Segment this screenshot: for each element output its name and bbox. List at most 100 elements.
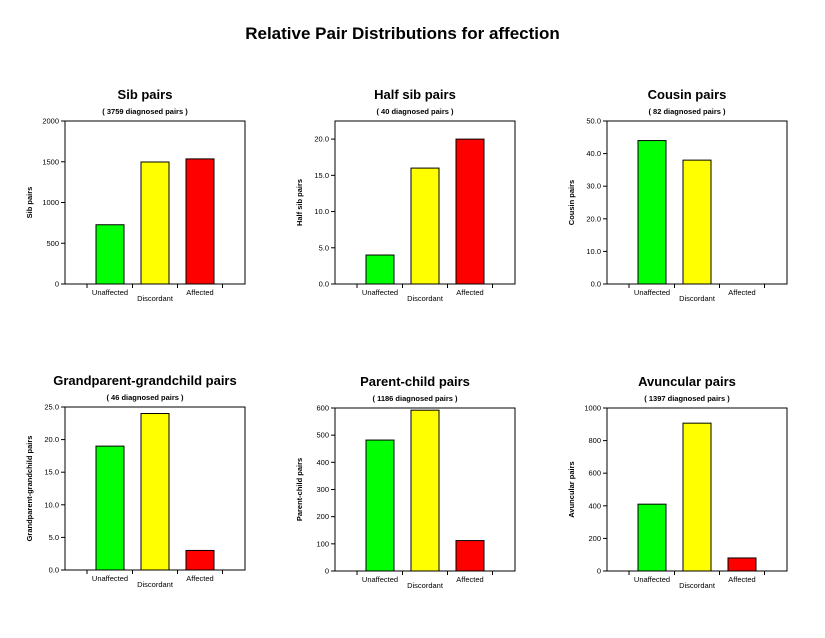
y-tick-label: 1000: [584, 404, 601, 413]
y-tick-label: 0.0: [49, 566, 59, 575]
y-tick-label: 1500: [42, 157, 59, 166]
chart-subtitle: ( 1186 diagnosed pairs ): [372, 394, 458, 403]
bar-chart: 0 200 400 600 800 1000 Unaffected Discordant Aff…: [567, 404, 788, 590]
bar-chart: 0.0 5.0 10.0 15.0 20.0 25.0 Unaffected Discorda…: [25, 403, 246, 589]
y-tick-label: 200: [588, 534, 601, 543]
y-axis-label: Cousin pairs: [567, 180, 576, 225]
y-tick-label: 1000: [42, 198, 59, 207]
y-axis-label: Half sib pairs: [295, 179, 304, 226]
chart-title: Grandparent-grandchild pairs: [53, 373, 237, 388]
chart-title: Half sib pairs: [374, 87, 456, 102]
bar-affected: [185, 549, 215, 571]
x-tick-label: Affected: [728, 575, 755, 584]
x-tick-label: Unaffected: [362, 288, 398, 297]
x-tick-label: Affected: [456, 575, 483, 584]
bar-chart: 0 500 1000 1500 2000 Unaffected Discordant Affe…: [25, 117, 246, 303]
y-axis-label: Grandparent-grandchild pairs: [25, 436, 34, 542]
y-tick-label: 100: [316, 539, 329, 548]
y-tick-label: 5.0: [319, 243, 329, 252]
x-tick-label: Unaffected: [634, 575, 670, 584]
y-tick-label: 20.0: [314, 135, 329, 144]
y-tick-label: 600: [588, 469, 601, 478]
chart-subtitle: ( 1397 diagnosed pairs ): [644, 394, 730, 403]
x-tick-label: Affected: [728, 288, 755, 297]
y-tick-label: 20.0: [44, 435, 59, 444]
bar-unaffected: [95, 445, 125, 571]
y-axis-label: Avuncular pairs: [567, 461, 576, 517]
y-tick-label: 0: [597, 567, 601, 576]
y-tick-label: 400: [588, 501, 601, 510]
bar-discordant: [140, 161, 170, 285]
y-tick-label: 5.0: [49, 533, 59, 542]
bar-discordant: [682, 422, 712, 572]
x-tick-label: Discordant: [407, 294, 444, 303]
y-tick-label: 15.0: [314, 171, 329, 180]
y-tick-label: 10.0: [44, 500, 59, 509]
y-tick-label: 0.0: [319, 280, 329, 289]
chart-panel-avuncular: Avuncular pairs ( 1397 diagnosed pairs )…: [562, 374, 812, 624]
chart-panel-parent-child: Parent-child pairs ( 1186 diagnosed pair…: [290, 374, 540, 624]
y-tick-label: 500: [316, 431, 329, 440]
bar-discordant: [410, 409, 440, 572]
chart-panel-grandparent: Grandparent-grandchild pairs ( 46 diagno…: [20, 373, 270, 623]
x-tick-label: Discordant: [137, 580, 174, 589]
x-tick-label: Discordant: [137, 294, 174, 303]
y-tick-label: 200: [316, 512, 329, 521]
y-tick-label: 50.0: [586, 117, 601, 126]
bar-unaffected: [365, 439, 395, 572]
bar-unaffected: [365, 254, 395, 285]
y-tick-label: 0.0: [591, 280, 601, 289]
bar-unaffected: [95, 224, 125, 285]
main-title: Relative Pair Distributions for affectio…: [245, 24, 560, 43]
chart-title: Avuncular pairs: [638, 374, 736, 389]
bar-discordant: [682, 159, 712, 285]
chart-panel-sib: Sib pairs ( 3759 diagnosed pairs ) 0 500 1…: [20, 87, 270, 337]
bar-chart: 0.0 10.0 20.0 30.0 40.0 50.0 Unaffected Discord…: [567, 117, 788, 303]
bar-affected: [455, 540, 485, 572]
x-tick-label: Discordant: [679, 294, 716, 303]
bar-affected: [455, 138, 485, 285]
chart-subtitle: ( 3759 diagnosed pairs ): [102, 107, 188, 116]
x-tick-label: Discordant: [679, 581, 716, 590]
bar-unaffected: [637, 503, 667, 572]
y-tick-label: 300: [316, 485, 329, 494]
y-tick-label: 15.0: [44, 468, 59, 477]
y-tick-label: 40.0: [586, 149, 601, 158]
chart-panel-cousin: Cousin pairs ( 82 diagnosed pairs ) 0.0 1…: [562, 87, 812, 337]
x-tick-label: Affected: [186, 574, 213, 583]
y-tick-label: 10.0: [314, 207, 329, 216]
chart-title: Cousin pairs: [647, 87, 727, 102]
x-tick-label: Discordant: [407, 581, 444, 590]
y-tick-label: 400: [316, 458, 329, 467]
y-tick-label: 25.0: [44, 403, 59, 412]
y-tick-label: 0: [55, 280, 59, 289]
y-tick-label: 20.0: [586, 214, 601, 223]
bar-chart: 0 100 200 300 400 500 600 Unaffected Discordant A…: [295, 404, 516, 590]
chart-panel-half-sib: Half sib pairs ( 40 diagnosed pairs ) 0.…: [290, 87, 540, 337]
y-tick-label: 600: [316, 404, 329, 413]
chart-title: Parent-child pairs: [360, 374, 470, 389]
chart-subtitle: ( 46 diagnosed pairs ): [106, 393, 184, 402]
chart-title: Sib pairs: [117, 87, 173, 102]
y-tick-label: 10.0: [586, 247, 601, 256]
y-tick-label: 0: [325, 567, 329, 576]
y-tick-label: 500: [46, 239, 59, 248]
bar-unaffected: [637, 140, 667, 285]
x-tick-label: Affected: [186, 288, 213, 297]
bar-discordant: [140, 413, 170, 571]
bar-discordant: [410, 167, 440, 285]
y-axis-label: Parent-child pairs: [295, 458, 304, 521]
y-axis-label: Sib pairs: [25, 187, 34, 219]
x-tick-label: Unaffected: [92, 574, 128, 583]
x-tick-label: Unaffected: [92, 288, 128, 297]
bar-affected: [185, 158, 215, 285]
chart-subtitle: ( 82 diagnosed pairs ): [648, 107, 726, 116]
x-tick-label: Unaffected: [634, 288, 670, 297]
chart-subtitle: ( 40 diagnosed pairs ): [376, 107, 454, 116]
x-tick-label: Unaffected: [362, 575, 398, 584]
x-tick-label: Affected: [456, 288, 483, 297]
y-tick-label: 30.0: [586, 182, 601, 191]
bar-affected: [727, 557, 757, 572]
y-tick-label: 2000: [42, 117, 59, 126]
bar-chart: 0.0 5.0 10.0 15.0 20.0 Unaffected Discordant Af…: [295, 120, 516, 303]
